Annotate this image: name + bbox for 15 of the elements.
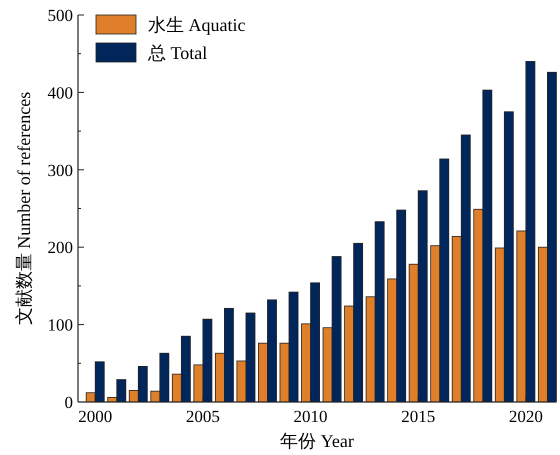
x-tick-label: 2015 [401,407,436,426]
x-tick-label: 2010 [294,407,328,426]
y-tick-label: 300 [48,160,73,180]
y-tick-label: 100 [48,316,73,335]
y-tick-label: 500 [48,6,73,25]
y-tick-label: 200 [48,238,73,258]
legend-label: 总 Total [147,43,208,63]
y-axis-title: 文献数量 Number of references [14,92,34,326]
y-tick-label: 0 [64,393,73,412]
x-axis-title: 年份 Year [280,431,354,451]
legend-label: 水生 Aquatic [148,15,246,35]
x-tick-label: 2020 [508,407,543,426]
x-tick-label: 2005 [186,407,220,426]
x-tick-label: 2000 [78,407,112,426]
y-tick-label: 400 [48,83,73,102]
